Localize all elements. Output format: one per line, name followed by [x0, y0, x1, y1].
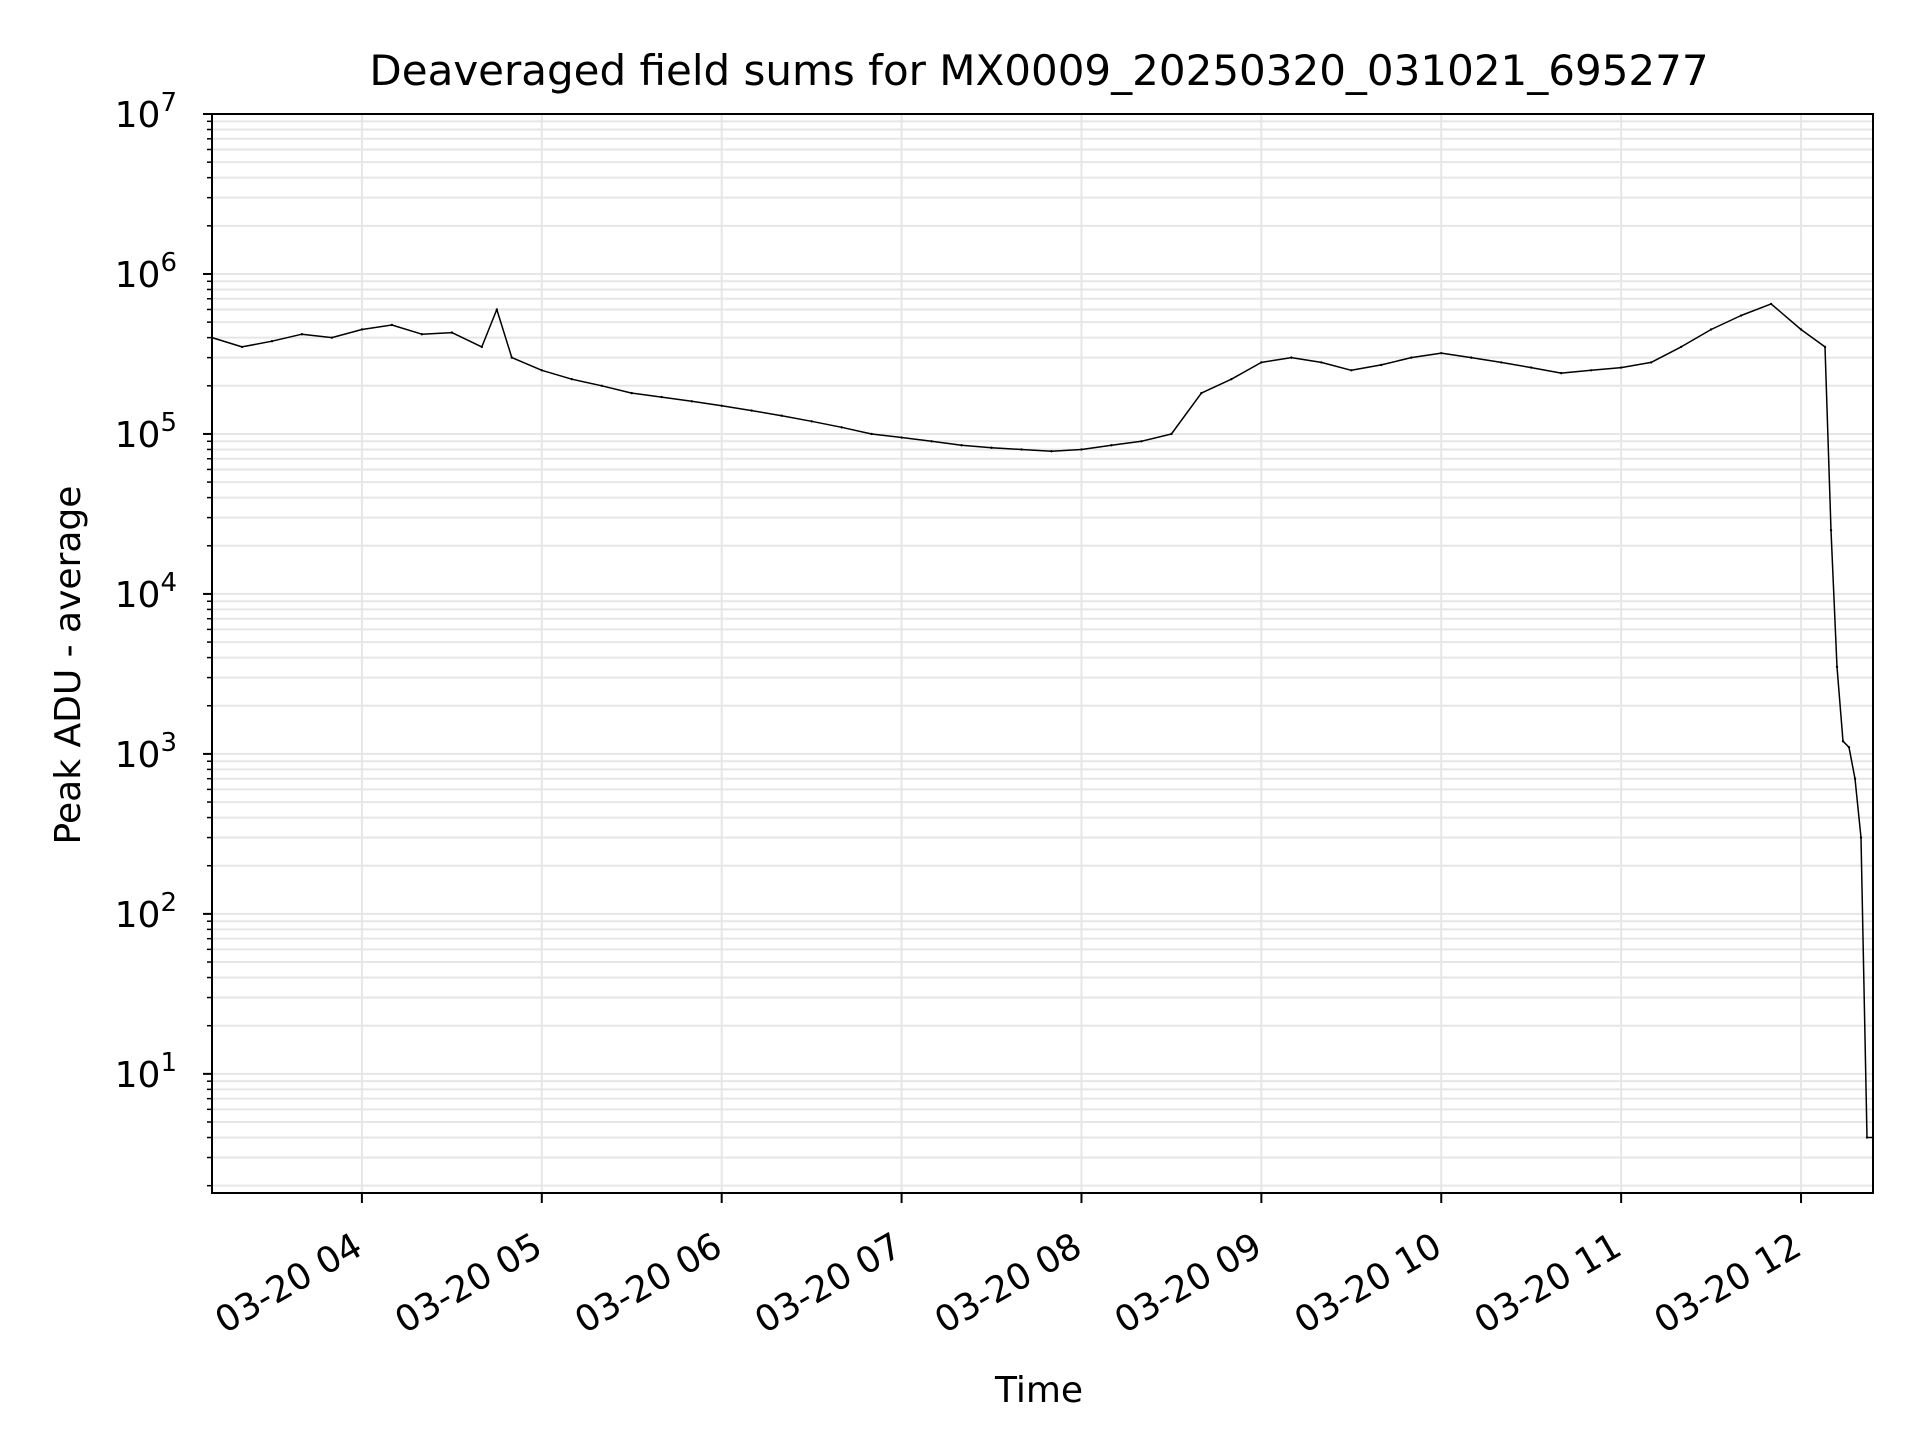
data-point [240, 345, 244, 349]
data-point [1847, 746, 1851, 749]
data-point [660, 395, 663, 399]
data-point [1140, 440, 1143, 443]
data-point [1835, 665, 1839, 669]
data-point [780, 414, 783, 417]
data-point [390, 323, 394, 327]
data-point [330, 336, 334, 339]
chart-title: Deaveraged field sums for MX0009_2025032… [369, 46, 1708, 95]
data-point [1260, 361, 1263, 364]
data-point [480, 345, 484, 349]
data-point [1530, 366, 1533, 369]
data-point [540, 369, 544, 372]
data-point [810, 420, 813, 423]
data-point [1619, 366, 1623, 369]
data-point [1170, 432, 1173, 436]
data-point [420, 333, 424, 336]
data-point [495, 308, 499, 311]
data-point [450, 331, 454, 334]
y-axis-label: Peak ADU - average [48, 486, 89, 845]
data-point [1769, 302, 1773, 306]
data-point [630, 391, 633, 395]
data-point [1709, 328, 1713, 331]
series-layer [210, 302, 1875, 1139]
series-line [211, 303, 1873, 1139]
data-point [510, 356, 514, 359]
data-point [1110, 444, 1113, 447]
y-tick-exponent: 5 [160, 408, 177, 438]
data-point [1320, 361, 1323, 364]
data-point [1050, 450, 1053, 453]
data-point [1020, 448, 1023, 451]
data-point [570, 377, 573, 381]
y-tick-exponent: 7 [160, 88, 177, 118]
data-point [1679, 345, 1683, 349]
y-tick-exponent: 1 [160, 1048, 177, 1078]
data-point [1080, 448, 1083, 451]
data-point [990, 446, 993, 449]
data-point [270, 340, 274, 343]
data-point [1853, 777, 1857, 780]
x-axis-label: Time [994, 1370, 1083, 1411]
data-point [750, 409, 753, 412]
data-point [900, 436, 903, 439]
data-point [690, 400, 693, 403]
data-point [300, 333, 304, 336]
data-point [1350, 369, 1353, 372]
data-point [720, 404, 723, 407]
data-point [1470, 356, 1473, 359]
data-point [930, 440, 933, 443]
data-point [1739, 314, 1743, 317]
data-point [1559, 371, 1563, 375]
data-point [1589, 369, 1593, 372]
grid [212, 113, 1873, 1193]
data-point [1500, 361, 1503, 364]
data-point [600, 384, 603, 387]
y-tick-exponent: 2 [160, 888, 177, 918]
data-point [1200, 391, 1203, 395]
plot-frame [211, 113, 1874, 1194]
data-point [1440, 351, 1443, 355]
data-point [1230, 377, 1233, 381]
data-point [1865, 1136, 1869, 1139]
data-point [360, 328, 364, 331]
data-point [1410, 356, 1413, 359]
data-point [1841, 740, 1845, 743]
data-point [1290, 356, 1293, 359]
data-point [960, 444, 963, 447]
data-point [1829, 529, 1833, 532]
data-point [840, 426, 843, 429]
y-tick-exponent: 3 [160, 728, 177, 758]
data-point [1380, 363, 1383, 367]
data-point [1649, 361, 1653, 364]
data-point [1823, 345, 1827, 349]
data-point [1799, 328, 1803, 331]
data-point [870, 432, 873, 436]
y-tick-exponent: 6 [160, 248, 177, 278]
y-tick-label: 105 [115, 408, 177, 456]
data-point [1859, 836, 1863, 839]
y-tick-exponent: 4 [160, 568, 177, 598]
